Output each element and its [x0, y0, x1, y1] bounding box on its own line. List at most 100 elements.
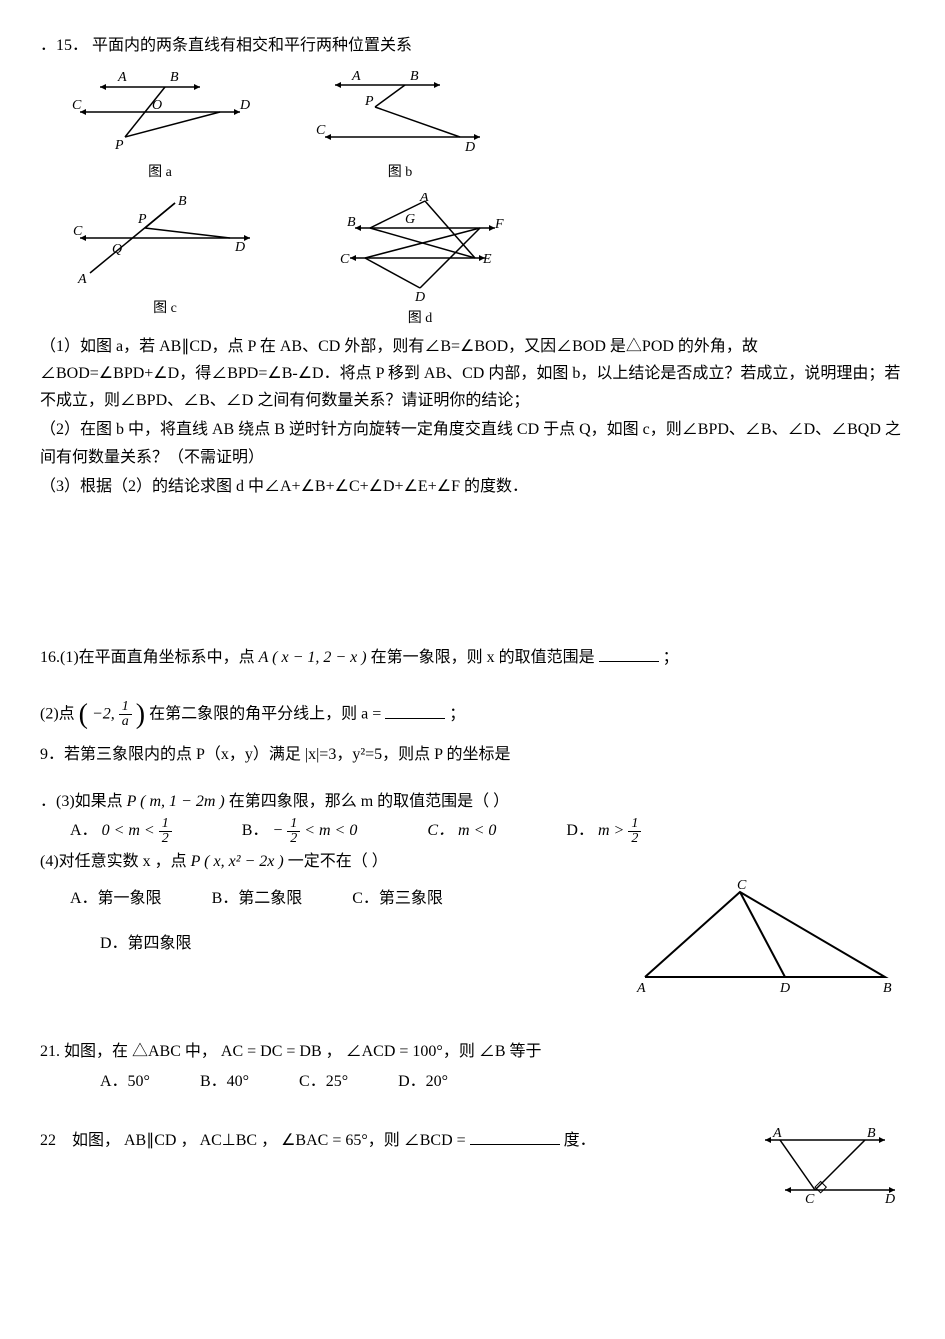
q22-D: D: [884, 1192, 895, 1205]
optA[interactable]: A． 0 < m < 12: [70, 817, 172, 846]
label-D: D: [414, 290, 425, 303]
q22-C: C: [805, 1192, 815, 1205]
label-F: F: [494, 217, 504, 232]
q15-p3: （3）根据（2）的结论求图 d 中∠A+∠B+∠C+∠D+∠E+∠F 的度数．: [40, 473, 905, 500]
fig-b: A B C D P 图 b: [310, 67, 490, 185]
q16-4-point: P ( x, x² − 2x ): [191, 853, 284, 870]
label-O: O: [152, 98, 162, 113]
label-B: B: [178, 194, 187, 209]
optB[interactable]: B．40°: [200, 1068, 249, 1095]
label-P: P: [137, 212, 147, 227]
optB[interactable]: B． − 12 < m < 0: [242, 817, 358, 846]
q16-3-options: A． 0 < m < 12 B． − 12 < m < 0 C． m < 0 D…: [70, 817, 905, 846]
optC[interactable]: C． m < 0: [427, 817, 496, 846]
optA[interactable]: A．第一象限: [70, 885, 162, 912]
spacer: [40, 1006, 905, 1036]
optD[interactable]: D． m > 12: [566, 817, 641, 846]
q16-1-point: A ( x − 1, 2 − x ): [259, 649, 367, 666]
label-P: P: [114, 138, 124, 153]
fig-a-caption: 图 a: [148, 161, 172, 185]
optC[interactable]: C．第三象限: [352, 885, 443, 912]
fig-c-svg: C D B P A Q: [70, 193, 260, 293]
q16-2: (2)点 ( −2, 1a ) 在第二象限的角平分线上，则 a = ；: [40, 691, 905, 739]
q16-2-blank[interactable]: [385, 702, 445, 719]
spacer: [40, 770, 905, 786]
fig-d: A B C D E F G 图 d: [320, 193, 520, 331]
q15-figs-row2: C D B P A Q 图 c A B C D E F: [70, 193, 905, 331]
fig-d-svg: A B C D E F G: [320, 193, 520, 303]
optB[interactable]: B．第二象限: [212, 885, 303, 912]
q22-svg: A B C D: [745, 1125, 905, 1205]
q16-4-options: A．第一象限 B．第二象限 C．第三象限: [70, 885, 605, 912]
q21-options: A．50° B．40° C．25° D．20°: [100, 1068, 905, 1095]
label-D: D: [464, 140, 475, 155]
fig-c-caption: 图 c: [153, 297, 177, 321]
optA[interactable]: A．50°: [100, 1068, 150, 1095]
label-P: P: [364, 94, 374, 109]
q16-3-point: P ( m, 1 − 2m ): [127, 793, 225, 810]
optD[interactable]: D．20°: [398, 1068, 448, 1095]
spacer: [40, 1095, 905, 1125]
fig-a-svg: A B C D O P: [70, 67, 250, 157]
optC[interactable]: C．25°: [299, 1068, 348, 1095]
label-C: C: [73, 224, 83, 239]
q22-B: B: [867, 1126, 876, 1141]
label-B: B: [410, 69, 419, 84]
tri-A: A: [636, 981, 646, 996]
q16-3: ．(3)如果点 P ( m, 1 − 2m ) 在第四象限，那么 m 的取值范围…: [40, 788, 905, 815]
q22-A: A: [772, 1126, 782, 1141]
label-C: C: [316, 123, 326, 138]
q16-4-prefix: (4)对任意实数 x ，点: [40, 853, 191, 870]
q16-1-blank[interactable]: [599, 645, 659, 662]
spacer: [40, 673, 905, 689]
q16-4-suffix: 一定不在（ ）: [288, 853, 388, 870]
q15-number: ．15．: [40, 37, 88, 54]
q22-prefix: 22 如图， AB∥CD ， AC⊥BC ， ∠BAC = 65°，则 ∠BCD…: [40, 1132, 466, 1149]
q15-p1: （1）如图 a，若 AB∥CD，点 P 在 AB、CD 外部，则有∠B=∠BOD…: [40, 333, 905, 415]
q22-blank[interactable]: [470, 1128, 560, 1145]
q22-figure: A B C D: [745, 1125, 905, 1214]
label-G: G: [405, 212, 415, 227]
label-D: D: [239, 98, 250, 113]
q22-suffix: 度．: [564, 1132, 596, 1149]
fig-b-svg: A B C D P: [310, 67, 490, 157]
q15-title: 平面内的两条直线有相交和平行两种位置关系: [92, 37, 412, 54]
label-A: A: [117, 70, 127, 85]
q16-2-mid: 在第二象限的角平分线上，则 a =: [149, 706, 381, 723]
label-A: A: [77, 272, 87, 287]
fig-d-caption: 图 d: [408, 307, 433, 331]
q16-2-tail: ；: [449, 706, 465, 723]
q16-4: (4)对任意实数 x ，点 P ( x, x² − 2x ) 一定不在（ ）: [40, 848, 905, 875]
q16-2-a: −2,: [92, 706, 115, 723]
label-E: E: [482, 252, 492, 267]
label-B: B: [170, 70, 179, 85]
label-C: C: [72, 98, 82, 113]
tri-B: B: [883, 981, 892, 996]
tri-C: C: [737, 878, 747, 893]
q16-2-frac: 1a: [119, 700, 132, 729]
triangle-svg: A B C D: [625, 877, 905, 997]
q15-figs-row1: A B C D O P 图 a A B C D P 图 b: [70, 67, 905, 185]
fig-a: A B C D O P 图 a: [70, 67, 250, 185]
q16-3-prefix: ．(3)如果点: [40, 793, 127, 810]
label-B: B: [347, 215, 356, 230]
optD[interactable]: D．第四象限: [100, 935, 192, 952]
q9: 9．若第三象限内的点 P（x，y）满足 |x|=3，y²=5，则点 P 的坐标是: [40, 741, 905, 768]
gap: [40, 502, 905, 642]
q16-3-suffix: 在第四象限，那么 m 的取值范围是（ ）: [229, 793, 509, 810]
label-A: A: [351, 69, 361, 84]
label-D: D: [234, 240, 245, 255]
q21: 21. 如图，在 △ABC 中， AC = DC = DB ， ∠ACD = 1…: [40, 1038, 905, 1065]
q16-1-suffix: 在第一象限，则 x 的取值范围是: [371, 649, 595, 666]
q16-1-prefix: 16.(1)在平面直角坐标系中，点: [40, 649, 259, 666]
q16-2-prefix: (2)点: [40, 706, 75, 723]
q16-1-tail: ；: [663, 649, 679, 666]
q15-header: ．15． 平面内的两条直线有相交和平行两种位置关系: [40, 32, 905, 59]
fig-b-caption: 图 b: [388, 161, 413, 185]
tri-D: D: [779, 981, 790, 996]
q16-1: 16.(1)在平面直角坐标系中，点 A ( x − 1, 2 − x ) 在第一…: [40, 644, 905, 671]
label-C: C: [340, 252, 350, 267]
q21-figure: A B C D: [625, 877, 905, 1006]
q15-p2: （2）在图 b 中，将直线 AB 绕点 B 逆时针方向旋转一定角度交直线 CD …: [40, 416, 905, 470]
label-A: A: [419, 193, 429, 205]
